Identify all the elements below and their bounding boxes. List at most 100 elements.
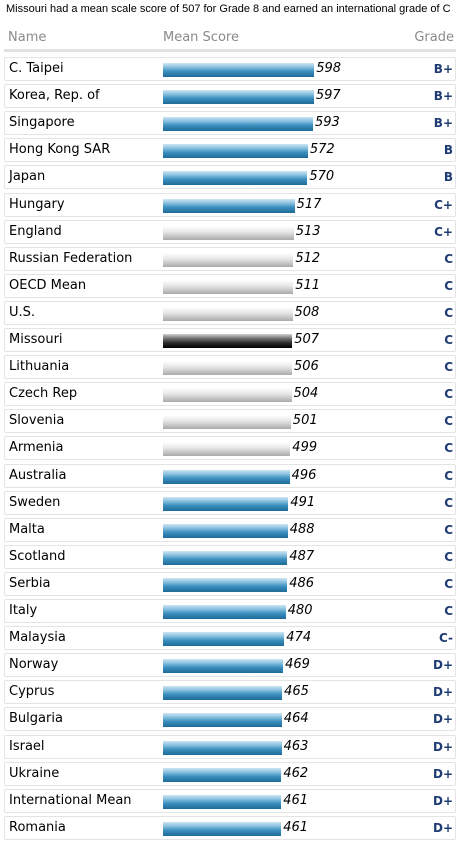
score-value: 465 bbox=[284, 684, 309, 700]
grade-label: C- bbox=[438, 631, 453, 646]
score-value: 511 bbox=[295, 277, 321, 293]
table-row: Singapore 593 B+ bbox=[4, 111, 456, 136]
table-row: Ukraine 462 D+ bbox=[4, 761, 456, 786]
score-bar bbox=[163, 90, 314, 105]
row-name: International Mean bbox=[9, 792, 132, 808]
grade-label: C bbox=[444, 278, 453, 293]
table-header: Name Mean Score Grade bbox=[4, 27, 456, 52]
row-name: Russian Federation bbox=[9, 250, 133, 266]
row-name: Armenia bbox=[9, 440, 64, 456]
table-row: Japan 570 B bbox=[4, 165, 456, 190]
score-bar bbox=[163, 740, 282, 755]
grade-label: B+ bbox=[433, 116, 453, 131]
grade-label: D+ bbox=[432, 658, 453, 673]
table-row: Australia 496 C bbox=[4, 463, 456, 488]
score-bar bbox=[163, 442, 291, 457]
chart-caption: Missouri had a mean scale score of 507 f… bbox=[6, 3, 451, 15]
score-value: 593 bbox=[315, 115, 340, 131]
table-row: Hong Kong SAR 572 B bbox=[4, 138, 456, 163]
score-bar bbox=[163, 632, 285, 647]
grade-label: B+ bbox=[433, 62, 453, 76]
score-value: 464 bbox=[283, 711, 309, 727]
table-row: Korea, Rep. of 597 B+ bbox=[4, 84, 456, 109]
table-row: Armenia 499 C bbox=[4, 436, 456, 461]
score-value: 462 bbox=[283, 765, 309, 781]
table-row: Malta 488 C bbox=[4, 517, 456, 542]
table-row: Hungary 517 C+ bbox=[4, 192, 456, 217]
score-value: 598 bbox=[316, 61, 342, 76]
row-name: Sweden bbox=[9, 494, 61, 510]
score-value: 572 bbox=[309, 142, 335, 158]
table-row: Russian Federation 512 C bbox=[4, 246, 456, 271]
grade-label: C bbox=[444, 495, 453, 510]
score-bar bbox=[163, 523, 288, 538]
table-row: Scotland 487 C bbox=[4, 544, 456, 569]
grade-label: D+ bbox=[432, 766, 453, 781]
table-row: OECD Mean 511 C bbox=[4, 273, 456, 298]
score-value: 506 bbox=[294, 359, 319, 375]
score-value: 508 bbox=[294, 304, 320, 320]
grade-label: D+ bbox=[432, 712, 453, 727]
score-value: 488 bbox=[289, 521, 315, 537]
grade-label: D+ bbox=[432, 685, 453, 700]
score-bar bbox=[163, 415, 291, 430]
row-name: Slovenia bbox=[9, 413, 65, 429]
score-value: 487 bbox=[289, 548, 315, 564]
score-value: 463 bbox=[283, 738, 309, 754]
score-bar bbox=[163, 794, 282, 809]
row-name: Israel bbox=[9, 738, 45, 754]
score-value: 461 bbox=[283, 792, 309, 808]
score-value: 597 bbox=[315, 88, 341, 104]
row-name: Romania bbox=[9, 819, 66, 835]
row-name: Missouri bbox=[9, 332, 63, 347]
row-name: Scotland bbox=[9, 548, 66, 564]
score-value: 501 bbox=[292, 413, 318, 429]
row-name: Lithuania bbox=[9, 359, 70, 375]
score-bar bbox=[163, 306, 293, 321]
grade-label: C bbox=[444, 333, 453, 347]
score-bar bbox=[163, 334, 293, 348]
grade-label: B bbox=[443, 143, 453, 158]
grade-label: C+ bbox=[434, 197, 453, 212]
score-value: 570 bbox=[309, 169, 335, 185]
score-value: 512 bbox=[295, 250, 321, 266]
grade-label: C bbox=[444, 305, 453, 320]
score-bar bbox=[163, 388, 292, 403]
table-row: Serbia 486 C bbox=[4, 571, 456, 596]
grade-label: C+ bbox=[434, 224, 453, 239]
score-value: 474 bbox=[286, 630, 312, 646]
score-bar bbox=[163, 225, 294, 240]
table-row: Norway 469 D+ bbox=[4, 653, 456, 678]
table-row: Cyprus 465 D+ bbox=[4, 680, 456, 705]
score-bar bbox=[163, 171, 308, 186]
score-value: 496 bbox=[291, 467, 317, 483]
score-value: 504 bbox=[293, 386, 319, 402]
grade-label: C bbox=[444, 251, 453, 266]
score-bar bbox=[163, 713, 282, 728]
grade-label: C bbox=[444, 468, 453, 483]
row-name: C. Taipei bbox=[9, 61, 64, 76]
grade-label: C bbox=[444, 414, 453, 429]
row-name: Serbia bbox=[9, 575, 51, 591]
score-bar bbox=[163, 605, 286, 619]
grade-label: C bbox=[444, 576, 453, 591]
row-name: Singapore bbox=[9, 115, 75, 131]
score-value: 486 bbox=[289, 575, 315, 591]
table-row: U.S. 508 C bbox=[4, 300, 456, 325]
score-bar bbox=[163, 144, 308, 159]
score-bar bbox=[163, 469, 290, 484]
mean-score-column-header: Mean Score bbox=[163, 30, 239, 45]
row-name: Italy bbox=[9, 603, 38, 618]
score-bar bbox=[163, 659, 284, 674]
grade-label: B bbox=[443, 170, 453, 185]
row-name: OECD Mean bbox=[9, 277, 87, 293]
score-bar bbox=[163, 821, 282, 836]
table-row: C. Taipei 598 B+ bbox=[4, 57, 456, 81]
table-row: Czech Rep 504 C bbox=[4, 382, 456, 407]
grade-label: C bbox=[444, 522, 453, 537]
grade-label: D+ bbox=[432, 739, 453, 754]
grade-label: C bbox=[444, 604, 453, 618]
row-name: Malaysia bbox=[9, 630, 66, 646]
table-row: Missouri 507 C bbox=[4, 328, 456, 352]
table-row: Sweden 491 C bbox=[4, 490, 456, 515]
